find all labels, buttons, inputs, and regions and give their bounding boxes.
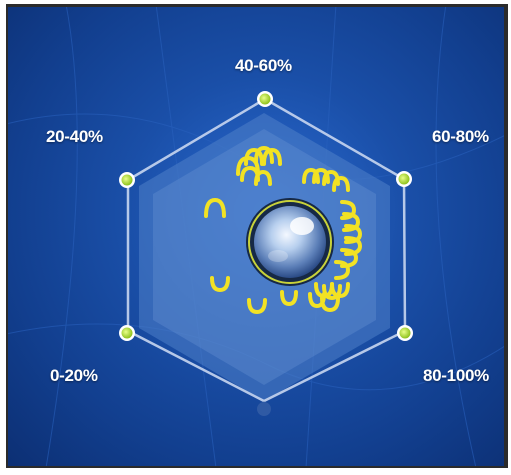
node-20-40[interactable]	[119, 172, 135, 188]
node-0-20[interactable]	[119, 325, 135, 341]
glass-sphere-icon	[246, 198, 334, 286]
frame-border	[6, 4, 508, 7]
node-80-100[interactable]	[397, 325, 413, 341]
segment-label-0-20: 0-20%	[50, 366, 98, 385]
node-40-60[interactable]	[257, 91, 273, 107]
node-bottom	[257, 402, 271, 416]
frame-border	[504, 4, 508, 468]
node-60-80[interactable]	[396, 171, 412, 187]
segment-label-80-100: 80-100%	[423, 366, 489, 385]
game-screen: 40-60% 20-40% 60-80% 0-20% 80-100%	[6, 4, 508, 468]
segment-label-40-60: 40-60%	[235, 56, 292, 75]
segment-label-20-40: 20-40%	[46, 127, 103, 146]
yellow-coil-icon	[204, 145, 363, 315]
hexagon-board	[6, 4, 508, 468]
frame-border	[6, 466, 508, 468]
segment-label-60-80: 60-80%	[432, 127, 489, 146]
frame-border	[6, 4, 8, 468]
